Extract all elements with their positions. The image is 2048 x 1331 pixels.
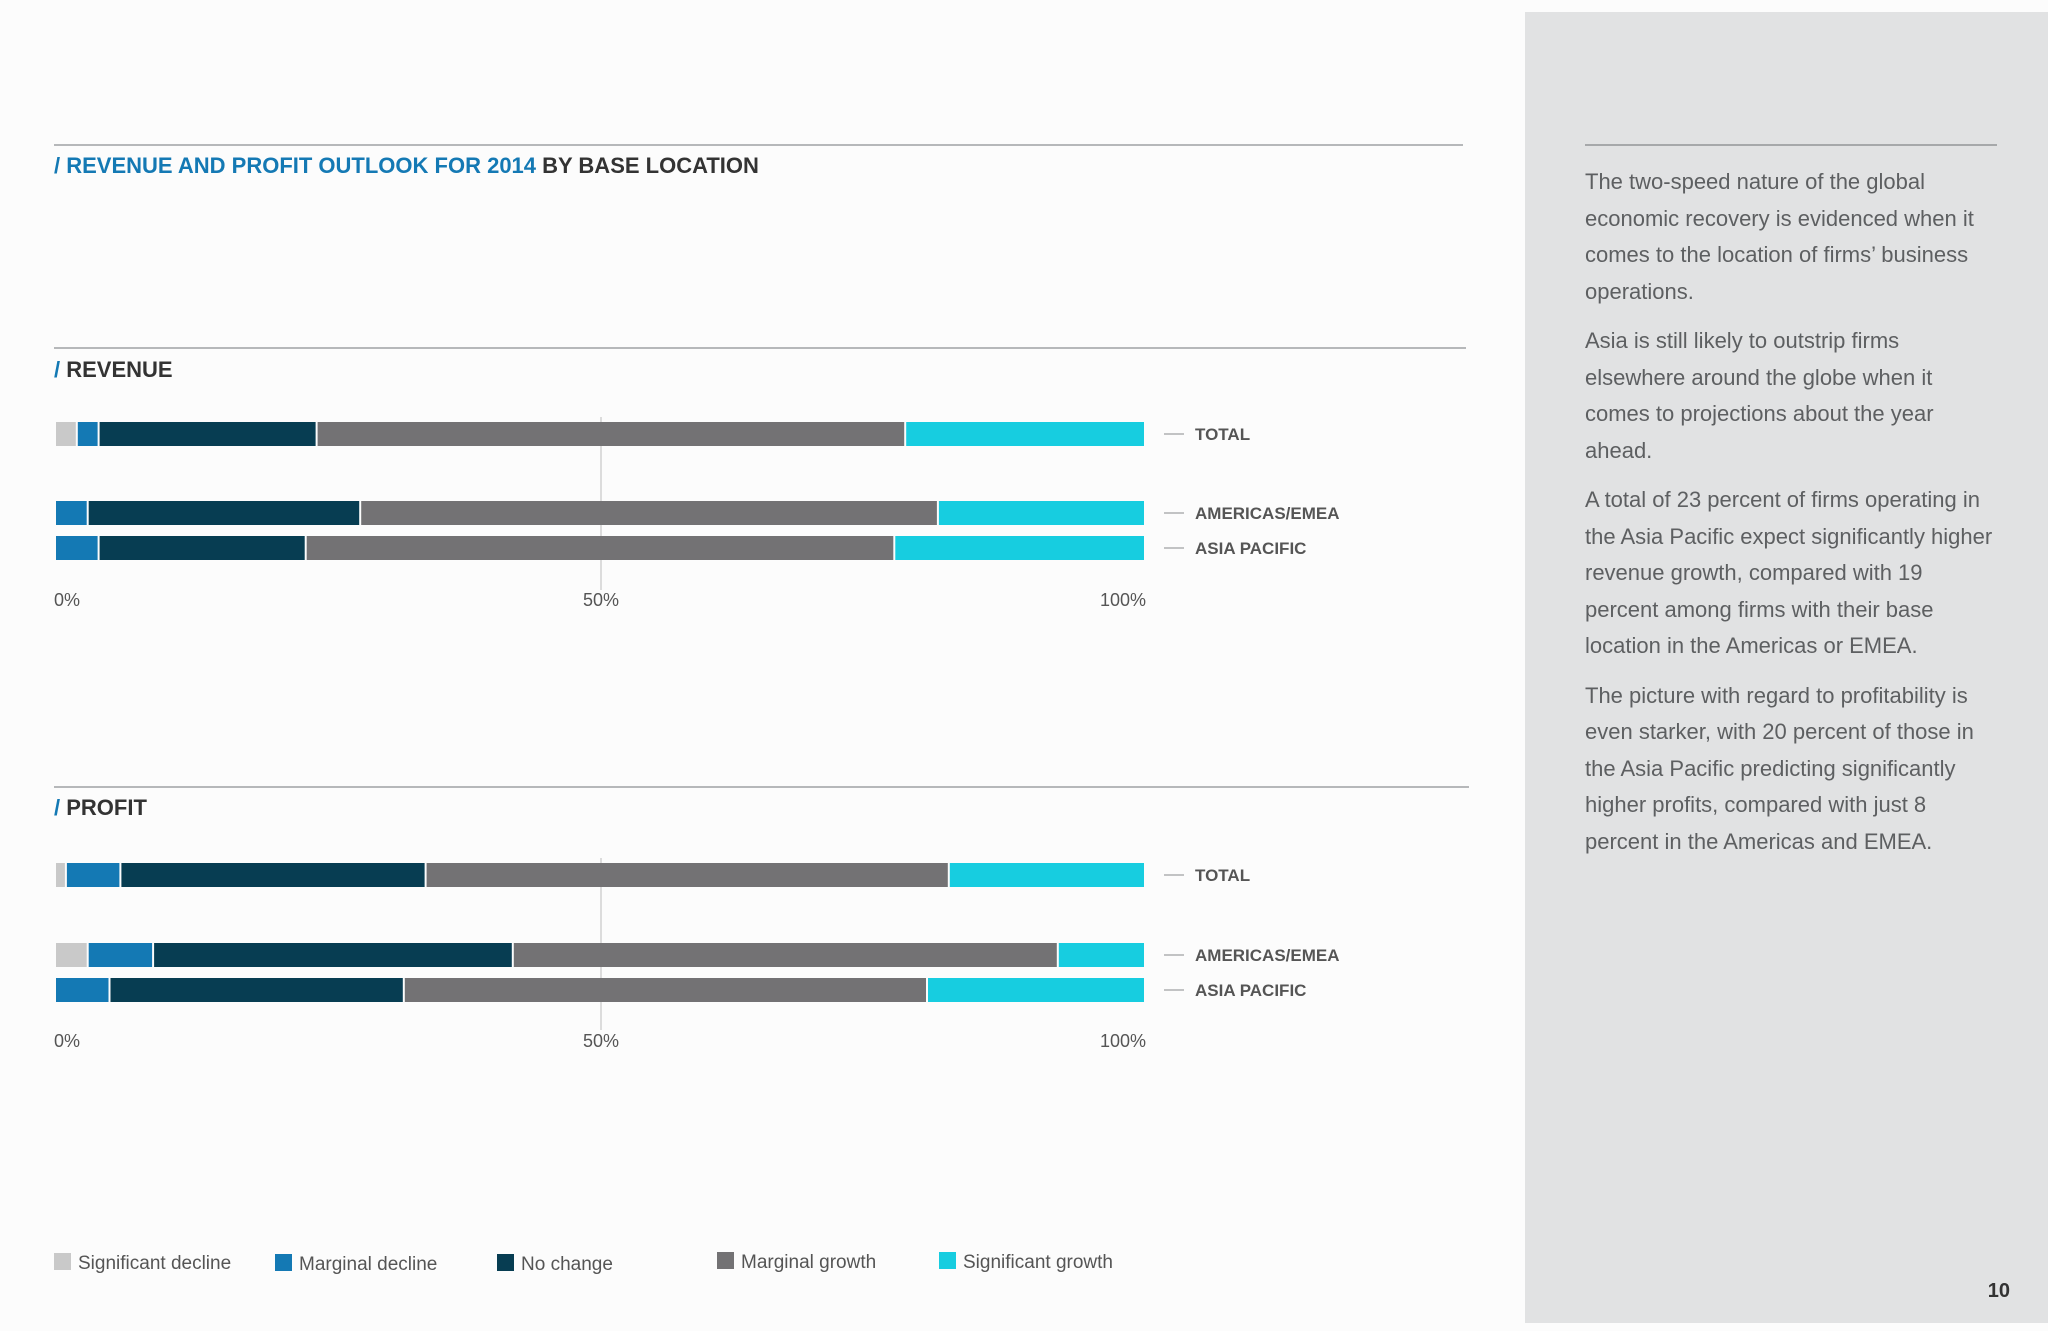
category-label: AMERICAS/EMEA (1195, 504, 1340, 523)
bar-segment (56, 536, 98, 560)
category-label: TOTAL (1195, 425, 1250, 444)
bar-segment (906, 422, 1144, 446)
legend-swatch (54, 1253, 71, 1270)
legend-label: Marginal growth (741, 1252, 876, 1273)
bar-segment (404, 978, 926, 1002)
legend-label: Marginal decline (299, 1254, 437, 1275)
bar-segment (56, 863, 65, 887)
bar-segment (56, 943, 87, 967)
legend-label: Significant growth (963, 1252, 1113, 1273)
sidebar-rule (1585, 144, 1997, 146)
bar-segment (99, 422, 316, 446)
bar-segment (77, 422, 98, 446)
bar-segment (513, 943, 1057, 967)
category-label: ASIA PACIFIC (1195, 981, 1306, 1000)
main-title: / REVENUE AND PROFIT OUTLOOK FOR 2014 BY… (54, 153, 759, 178)
chart-title-slash: / (54, 357, 60, 382)
bar-segment (56, 978, 109, 1002)
bar-segment (306, 536, 894, 560)
bar-segment (1058, 943, 1144, 967)
main-title-rest: BY BASE LOCATION (536, 153, 759, 178)
page-number: 10 (1987, 1280, 2010, 1302)
bar-segment (928, 978, 1144, 1002)
bar-segment (121, 863, 425, 887)
bar-segment (110, 978, 403, 1002)
sidebar-paragraph: Asia is still likely to outstrip firms e… (1585, 328, 1934, 463)
main-title-colored: / REVENUE AND PROFIT OUTLOOK FOR 2014 (54, 153, 537, 178)
bar-segment (56, 422, 76, 446)
bar-segment (154, 943, 512, 967)
legend-swatch (717, 1252, 734, 1269)
bar-segment (99, 536, 305, 560)
x-tick-label: 50% (583, 590, 619, 610)
legend-swatch (497, 1254, 514, 1271)
sidebar-paragraph: The picture with regard to profitability… (1585, 682, 1974, 854)
chart-title-text: PROFIT (60, 795, 147, 820)
legend-label: No change (521, 1254, 613, 1275)
legend-swatch (275, 1254, 292, 1271)
legend-swatch (939, 1252, 956, 1269)
chart-title-slash: / (54, 795, 60, 820)
x-tick-label: 100% (1100, 590, 1146, 610)
category-label: ASIA PACIFIC (1195, 539, 1306, 558)
category-label: TOTAL (1195, 866, 1250, 885)
bar-segment (56, 501, 87, 525)
x-tick-label: 0% (54, 590, 80, 610)
bar-segment (895, 536, 1144, 560)
sidebar-text: The two-speed nature of the global econo… (1585, 164, 1995, 873)
bar-segment (88, 501, 360, 525)
category-label: AMERICAS/EMEA (1195, 946, 1340, 965)
x-tick-label: 50% (583, 1031, 619, 1051)
chart-title: / PROFIT (54, 795, 147, 820)
bar-segment (88, 943, 153, 967)
x-tick-label: 0% (54, 1031, 80, 1051)
sidebar-paragraph: A total of 23 percent of firms operating… (1585, 487, 1993, 658)
legend-label: Significant decline (78, 1253, 231, 1274)
bar-segment (361, 501, 937, 525)
bar-segment (949, 863, 1144, 887)
sidebar-panel (1525, 12, 2048, 1323)
sidebar-paragraph: The two-speed nature of the global econo… (1585, 169, 1974, 304)
chart-figure: / REVENUE AND PROFIT OUTLOOK FOR 2014 BY… (54, 144, 1469, 1275)
bar-segment (426, 863, 948, 887)
bar-segment (938, 501, 1144, 525)
bar-segment (66, 863, 120, 887)
bar-segment (317, 422, 905, 446)
x-tick-label: 100% (1100, 1031, 1146, 1051)
chart-title-text: REVENUE (60, 357, 172, 382)
chart-title: / REVENUE (54, 357, 173, 382)
